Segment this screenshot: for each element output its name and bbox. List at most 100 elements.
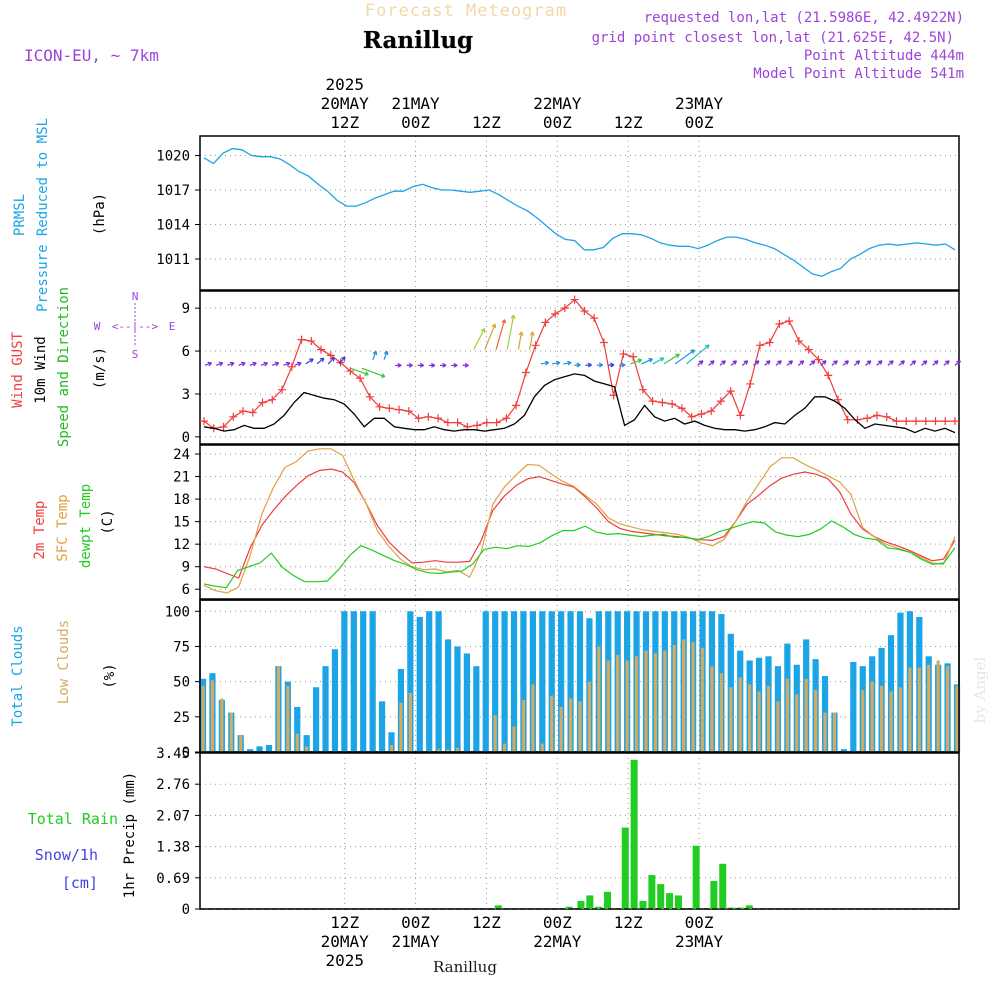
panel-frame	[199, 444, 960, 600]
total-cloud-bar	[435, 611, 442, 752]
y-tick-label: 6	[182, 582, 190, 598]
low-cloud-bar	[305, 746, 309, 752]
y-tick-label: 12	[173, 537, 190, 553]
compass-west: W	[94, 320, 101, 333]
low-cloud-bar	[908, 667, 912, 752]
wind-gust-marker	[229, 412, 238, 421]
total-cloud-bar	[416, 616, 423, 752]
total-cloud-bar	[426, 611, 433, 752]
precip-bar	[710, 880, 718, 909]
low-cloud-bar	[672, 645, 676, 752]
low-cloud-bar	[210, 680, 215, 752]
precip-bar	[648, 875, 656, 909]
y-tick-label: 21	[173, 470, 190, 486]
wind-arrow-head	[598, 362, 604, 368]
wind-gust-marker	[941, 417, 950, 426]
wind-gust-marker	[239, 407, 248, 416]
bottom-time-label: 00Z	[685, 913, 714, 932]
precip-bar	[674, 895, 682, 909]
low-cloud-bar	[927, 664, 931, 752]
wind-gust-marker	[200, 417, 208, 426]
wind-arrow-head	[510, 314, 516, 320]
wind-direction-arrow	[540, 361, 549, 365]
wind-direction-arrow	[316, 357, 325, 365]
wind-arrow-head	[821, 360, 827, 365]
wind-gust-marker	[414, 414, 423, 423]
wind-direction-arrow	[652, 357, 665, 365]
snow-units: [cm]	[62, 874, 98, 892]
wind-gust-marker	[219, 422, 228, 431]
total-cloud-bar	[322, 666, 329, 752]
precip-bar	[586, 895, 594, 909]
wind-arrow-head	[576, 362, 581, 368]
credit-label: by Angel	[971, 656, 989, 723]
precip-bar	[736, 907, 744, 909]
wind-arrow-head	[218, 361, 224, 367]
panel-frame	[199, 135, 960, 291]
wind-gust-marker	[482, 418, 491, 427]
total-cloud-bar	[331, 649, 339, 752]
wind-direction-arrow	[350, 367, 369, 376]
low-cloud-bar	[531, 684, 535, 752]
y-tick-label: 1020	[156, 149, 190, 165]
low-cloud-bar	[776, 701, 780, 752]
total-cloud-bar	[256, 746, 263, 752]
low-clouds-label: Low Clouds	[56, 620, 72, 704]
low-cloud-bar	[389, 744, 394, 752]
wind-gust-marker	[297, 335, 306, 344]
top-time-label: 21MAY	[392, 94, 441, 113]
location-title: Ranillug	[363, 27, 473, 54]
wind-arrow-head	[877, 360, 883, 365]
y-tick-label: 0.69	[156, 871, 190, 887]
wind-gust-marker	[872, 411, 881, 420]
wind-gust-marker	[629, 352, 638, 361]
panel-frame	[199, 290, 960, 445]
low-cloud-bar	[616, 654, 620, 752]
wind-arrow-head	[710, 360, 715, 365]
low-cloud-bar	[936, 660, 940, 752]
top-time-label: 2025	[325, 75, 364, 94]
total-rain-label: Total Rain	[28, 810, 118, 828]
wind-arrow-head	[383, 350, 389, 356]
wind-arrow-head	[844, 360, 849, 365]
wind-gust-marker	[863, 414, 872, 423]
model-label: ICON-EU, ~ 7km	[24, 46, 159, 65]
total-cloud-bar	[313, 687, 320, 752]
low-cloud-bar	[634, 656, 639, 752]
low-cloud-bar	[917, 667, 921, 752]
total-cloud-bar	[294, 706, 301, 752]
wind-gust-marker	[726, 387, 735, 396]
total-cloud-bar	[548, 611, 555, 752]
precip-bar	[745, 905, 753, 909]
total-cloud-bar	[350, 611, 357, 752]
wind-arrow-head	[252, 361, 257, 367]
top-time-label: 00Z	[685, 113, 714, 132]
wind-gust-marker	[307, 337, 316, 346]
low-cloud-bar	[700, 647, 705, 752]
y-tick-label: 6	[182, 344, 190, 360]
wind-arrow-head	[648, 358, 653, 363]
wind-direction-arrow	[663, 353, 680, 365]
wind-gust-marker	[814, 355, 823, 364]
footer-location: Ranillug	[433, 958, 497, 976]
low-cloud-bar	[276, 666, 280, 752]
wind-arrow-head	[911, 360, 917, 365]
y-tick-label: 1017	[156, 183, 190, 199]
y-tick-label: 100	[165, 604, 190, 620]
temp-sfc-label: SFC Temp	[55, 494, 71, 561]
wind-gust-marker	[404, 407, 413, 416]
low-cloud-bar	[804, 678, 808, 752]
wind-arrow-head	[754, 360, 760, 365]
low-cloud-bar	[814, 690, 818, 752]
y-tick-label: 25	[173, 710, 190, 726]
wind-arrow-head	[732, 360, 738, 365]
wind-gust-marker	[268, 395, 277, 404]
wind-arrow-head	[309, 358, 314, 363]
precip-bar	[666, 893, 674, 909]
precip-bar	[494, 905, 502, 909]
wind-gust-marker	[287, 362, 296, 371]
top-time-label: 12Z	[472, 113, 501, 132]
total-cloud-bar	[378, 701, 386, 752]
precip-bar	[719, 863, 727, 909]
wind-gust-marker	[453, 418, 462, 427]
